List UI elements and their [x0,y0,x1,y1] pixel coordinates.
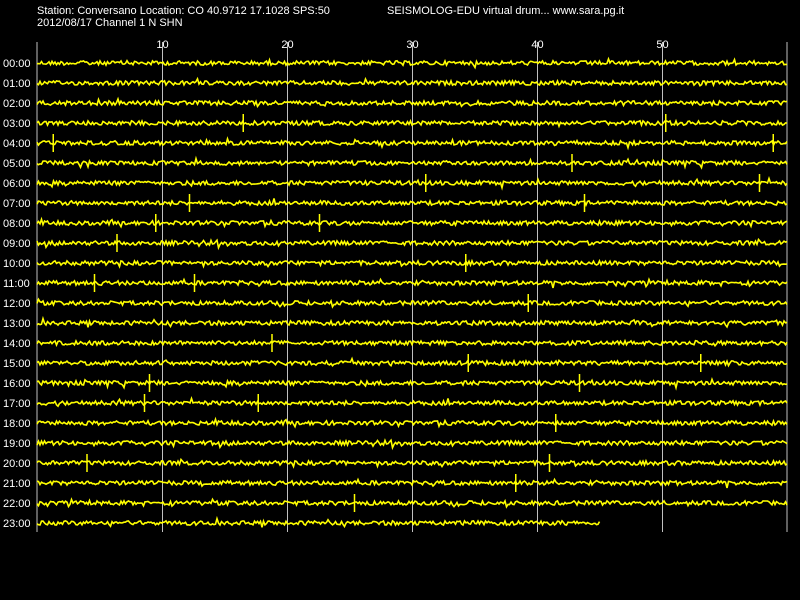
trace-row [36,216,788,229]
row-hour-label: 16:00 [3,378,31,390]
row-hour-label: 08:00 [3,218,31,230]
x-tick-label: 30 [406,39,418,51]
trace-row [36,477,788,489]
trace-row [36,76,788,88]
label-layer: 10 20 30 40 50 00:00 01:00 02:00 03:00 04:00 05:00… [3,39,669,530]
trace-layer [36,56,788,529]
trace-row [36,56,787,70]
row-hour-label: 06:00 [3,178,31,190]
trace-row [36,416,788,429]
grid-layer [36,42,788,532]
row-hour-label: 23:00 [3,518,31,530]
trace-row [36,258,788,269]
row-hour-label: 01:00 [3,78,31,90]
trace-row [36,277,788,289]
program-title: SEISMOLOG-EDU virtual drum... www.sara.p… [387,5,625,17]
row-hour-label: 00:00 [3,58,31,70]
trace-row [36,338,788,348]
row-hour-label: 21:00 [3,478,31,490]
trace-row [36,395,788,408]
row-hour-label: 11:00 [3,278,30,290]
station-info: Station: Conversano Location: CO 40.9712… [37,5,330,17]
trace-row [36,315,788,329]
row-hour-label: 02:00 [3,98,31,110]
row-hour-label: 12:00 [3,298,31,310]
row-hour-label: 17:00 [3,398,31,410]
trace-row [36,155,788,170]
row-hour-label: 04:00 [3,138,31,150]
date-channel-info: 2012/08/17 Channel 1 N SHN [37,17,183,29]
trace-row [36,175,788,191]
x-tick-label: 10 [156,39,168,51]
row-hour-label: 14:00 [3,338,31,350]
trace-row [36,297,788,309]
x-tick-label: 50 [656,39,668,51]
trace-row [36,438,788,451]
trace-row [36,198,788,208]
trace-row [36,118,788,129]
row-hour-label: 22:00 [3,498,31,510]
trace-row [36,377,788,391]
trace-row [36,457,788,469]
row-hour-label: 20:00 [3,458,31,470]
trace-row [36,96,788,109]
row-hour-label: 15:00 [3,358,31,370]
row-hour-label: 09:00 [3,238,31,250]
x-tick-label: 40 [531,39,543,51]
row-hour-label: 18:00 [3,418,31,430]
trace-row [36,515,601,529]
row-hour-label: 03:00 [3,118,31,130]
x-tick-label: 20 [281,39,293,51]
trace-row [36,136,788,151]
trace-row [36,497,788,509]
row-hour-label: 07:00 [3,198,31,210]
row-hour-label: 13:00 [3,318,31,330]
trace-row [36,356,788,368]
trace-row [36,237,788,251]
row-hour-label: 19:00 [3,438,31,450]
row-hour-label: 10:00 [3,258,31,270]
row-hour-label: 05:00 [3,158,31,170]
